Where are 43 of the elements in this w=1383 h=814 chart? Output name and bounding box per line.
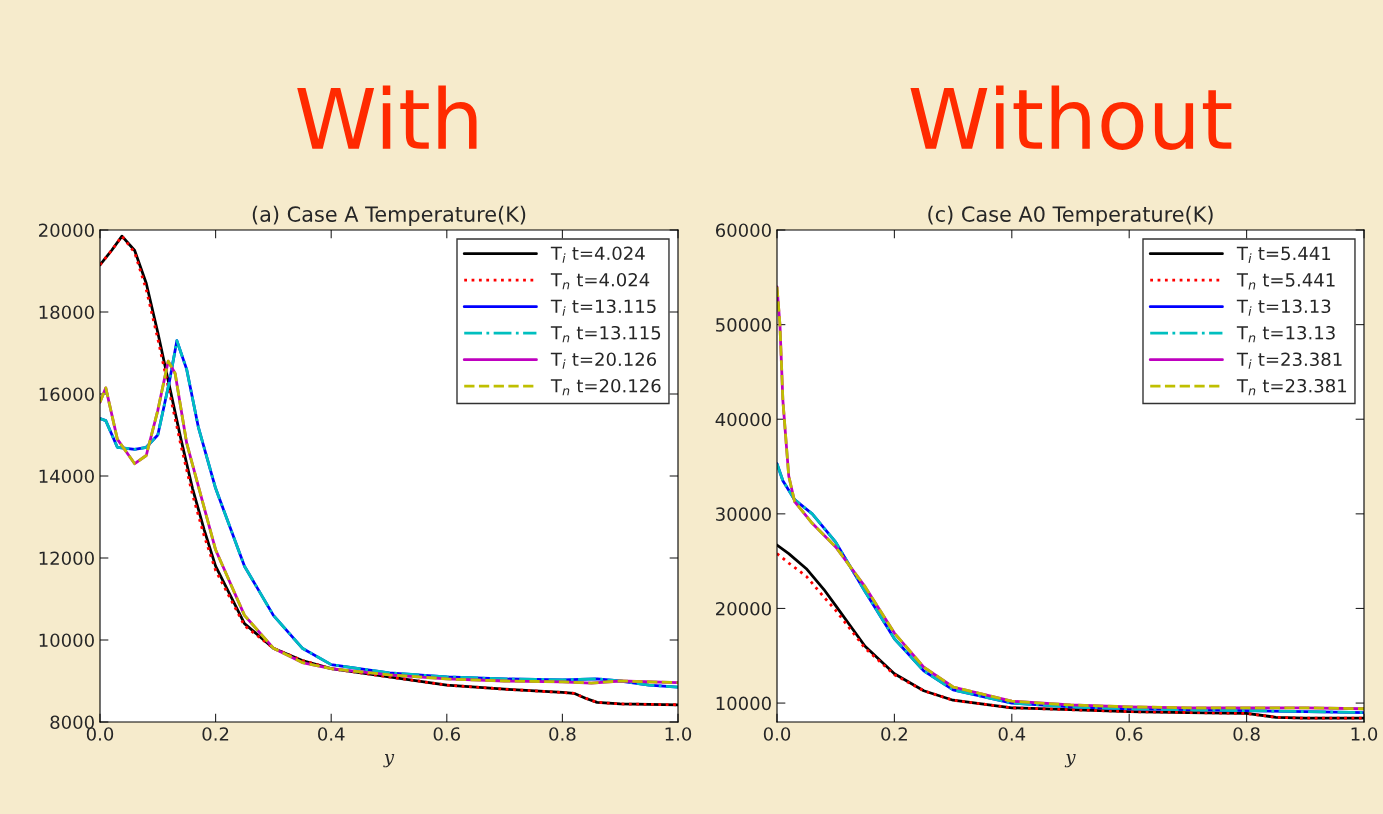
x-tick-label: 0.0	[763, 727, 791, 741]
legend-label: T$_{i}$ t=23.381	[1236, 352, 1342, 369]
y-tick-label: 60000	[715, 223, 771, 238]
y-tick-label: 10000	[39, 633, 94, 648]
y-tick-label: 16000	[39, 387, 94, 402]
y-tick-label: 10000	[716, 696, 771, 711]
legend-label: T$_{n}$ t=4.024	[550, 272, 650, 290]
legend-label: T$_{i}$ t=20.126	[550, 352, 657, 369]
x-tick-label: 1.0	[1351, 727, 1378, 741]
legend-label: T$_{n}$ t=20.126	[550, 378, 661, 396]
x-tick-label: 0.6	[433, 727, 461, 741]
legend-label: T$_{n}$ t=13.13	[1236, 325, 1335, 343]
y-tick-label: 30000	[716, 507, 771, 521]
x-tick-label: 0.8	[549, 727, 576, 741]
chart-title: With	[297, 85, 477, 149]
x-axis-title: y	[1064, 753, 1076, 768]
legend-label: T$_{n}$ t=23.381	[1236, 378, 1347, 396]
x-tick-label: 0.6	[1116, 727, 1143, 741]
x-tick-label: 0.8	[1233, 727, 1260, 741]
x-tick-label: 0.4	[318, 727, 345, 741]
x-tick-label: 0.2	[881, 727, 907, 741]
legend-label: T$_{i}$ t=13.115	[550, 299, 656, 316]
y-tick-label: 14000	[39, 469, 94, 484]
legend-label: T$_{i}$ t=4.024	[550, 246, 645, 263]
legend-label: T$_{n}$ t=5.441	[1236, 273, 1335, 290]
y-tick-label: 18000	[39, 305, 94, 320]
x-axis-title: y	[383, 753, 395, 768]
y-tick-label: 20000	[39, 223, 94, 238]
legend-label: T$_{i}$ t=5.441	[1236, 246, 1331, 263]
y-tick-label: 12000	[39, 551, 94, 566]
x-tick-label: 1.0	[665, 727, 692, 741]
x-tick-label: 0.4	[998, 727, 1026, 741]
x-tick-label: 0.0	[86, 727, 114, 741]
chart-subtitle: (a) Case A Temperature(K)	[252, 205, 526, 226]
y-tick-label: 20000	[716, 601, 771, 616]
y-tick-label: 40000	[715, 412, 771, 427]
legend-label: T$_{n}$ t=13.115	[550, 325, 661, 343]
y-tick-label: 8000	[50, 715, 94, 730]
chart-title: Without	[910, 85, 1232, 150]
y-tick-label: 50000	[716, 318, 771, 332]
x-tick-label: 0.2	[202, 727, 229, 741]
legend-label: T$_{i}$ t=13.13	[1236, 299, 1331, 316]
chart-subtitle: (c) Case A0 Temperature(K)	[928, 205, 1213, 226]
